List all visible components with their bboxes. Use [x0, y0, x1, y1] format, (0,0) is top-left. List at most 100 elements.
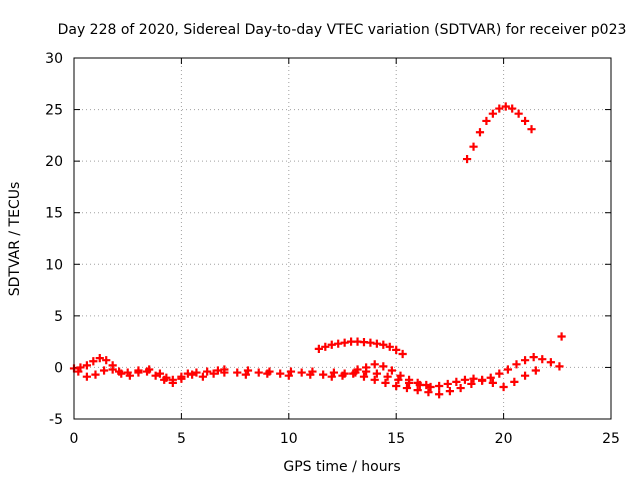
data-point [276, 369, 285, 378]
data-point [233, 368, 242, 377]
data-point [520, 356, 530, 365]
data-point [383, 372, 392, 381]
data-point [338, 371, 347, 380]
data-point [379, 362, 388, 371]
data-point [422, 380, 431, 390]
data-point [520, 116, 530, 126]
data-point [99, 366, 109, 375]
x-tick-label: 15 [387, 431, 405, 447]
x-tick-labels: 0 5 10 15 20 25 [70, 431, 620, 447]
data-point [394, 375, 403, 384]
data-point [529, 353, 538, 362]
data-point [527, 125, 536, 134]
x-tick-label: 25 [602, 431, 620, 447]
series-upper-branch [353, 360, 431, 390]
data-point [404, 375, 414, 384]
grid-lines [74, 58, 611, 419]
data-point [469, 142, 478, 151]
data-point [557, 332, 566, 341]
x-tick-label: 5 [177, 431, 186, 447]
data-point [177, 374, 186, 383]
data-point [488, 378, 497, 387]
data-point [392, 381, 401, 391]
data-point [478, 376, 487, 385]
y-tick-label: 0 [54, 360, 63, 376]
data-point [508, 104, 517, 113]
x-axis-label: GPS time / hours [283, 459, 400, 475]
data-point [321, 342, 330, 351]
data-point [203, 367, 212, 376]
data-point [284, 371, 293, 380]
series-arc-1 [314, 337, 407, 359]
data-point [402, 383, 412, 393]
data-point [396, 371, 405, 380]
data-point [467, 379, 476, 389]
data-point [366, 338, 375, 347]
data-point [297, 368, 306, 377]
data-point [95, 354, 104, 363]
data-point [254, 368, 263, 377]
data-point [327, 372, 336, 381]
data-point [520, 371, 530, 380]
data-point [108, 365, 117, 374]
data-point [462, 154, 472, 164]
data-point [102, 356, 111, 365]
series-lower-branch [74, 365, 540, 399]
data-point [372, 369, 381, 378]
y-axis-label: SDTVAR / TECUs [7, 182, 23, 297]
data-point [460, 375, 470, 384]
data-point [538, 355, 547, 364]
data-point [385, 342, 394, 351]
data-point [435, 381, 444, 391]
data-point [91, 370, 100, 379]
data-point [501, 102, 510, 111]
x-tick-label: 10 [280, 431, 298, 447]
data-point [319, 370, 328, 379]
y-tick-label: 10 [45, 257, 63, 273]
data-point [334, 339, 343, 348]
y-tick-labels: -5 0 5 10 15 20 25 30 [45, 51, 63, 428]
data-point [482, 116, 491, 126]
y-tick-label: 30 [45, 51, 63, 67]
data-point [445, 387, 454, 396]
data-points [69, 102, 566, 399]
data-point [555, 362, 564, 371]
data-point [89, 357, 98, 366]
data-point [512, 360, 521, 369]
data-point [486, 373, 495, 382]
data-point [426, 382, 435, 392]
data-point [346, 337, 356, 346]
data-point [372, 339, 381, 348]
axis-ticks [73, 57, 612, 420]
data-point [475, 128, 485, 137]
data-point [499, 382, 508, 392]
data-point [329, 368, 339, 377]
data-point [359, 338, 369, 347]
data-point [213, 366, 223, 375]
data-point [353, 337, 362, 346]
data-point [435, 390, 444, 399]
data-point [314, 344, 323, 353]
data-point [452, 377, 461, 386]
series-isolated [557, 332, 566, 341]
y-tick-label: 20 [45, 154, 63, 170]
data-point [134, 368, 143, 377]
data-point [398, 349, 407, 359]
data-point [381, 378, 390, 387]
data-point [495, 104, 504, 113]
data-point [243, 366, 253, 375]
data-point [117, 369, 126, 378]
data-point [443, 379, 452, 389]
data-point [125, 371, 134, 380]
data-point [387, 366, 397, 375]
data-point [469, 374, 478, 383]
data-point [413, 386, 422, 395]
data-point [188, 370, 197, 379]
data-point [263, 369, 272, 378]
data-point [192, 368, 201, 377]
data-point [514, 109, 523, 118]
x-tick-label: 0 [70, 431, 79, 447]
x-tick-label: 20 [495, 431, 513, 447]
y-tick-label: 25 [45, 103, 63, 119]
